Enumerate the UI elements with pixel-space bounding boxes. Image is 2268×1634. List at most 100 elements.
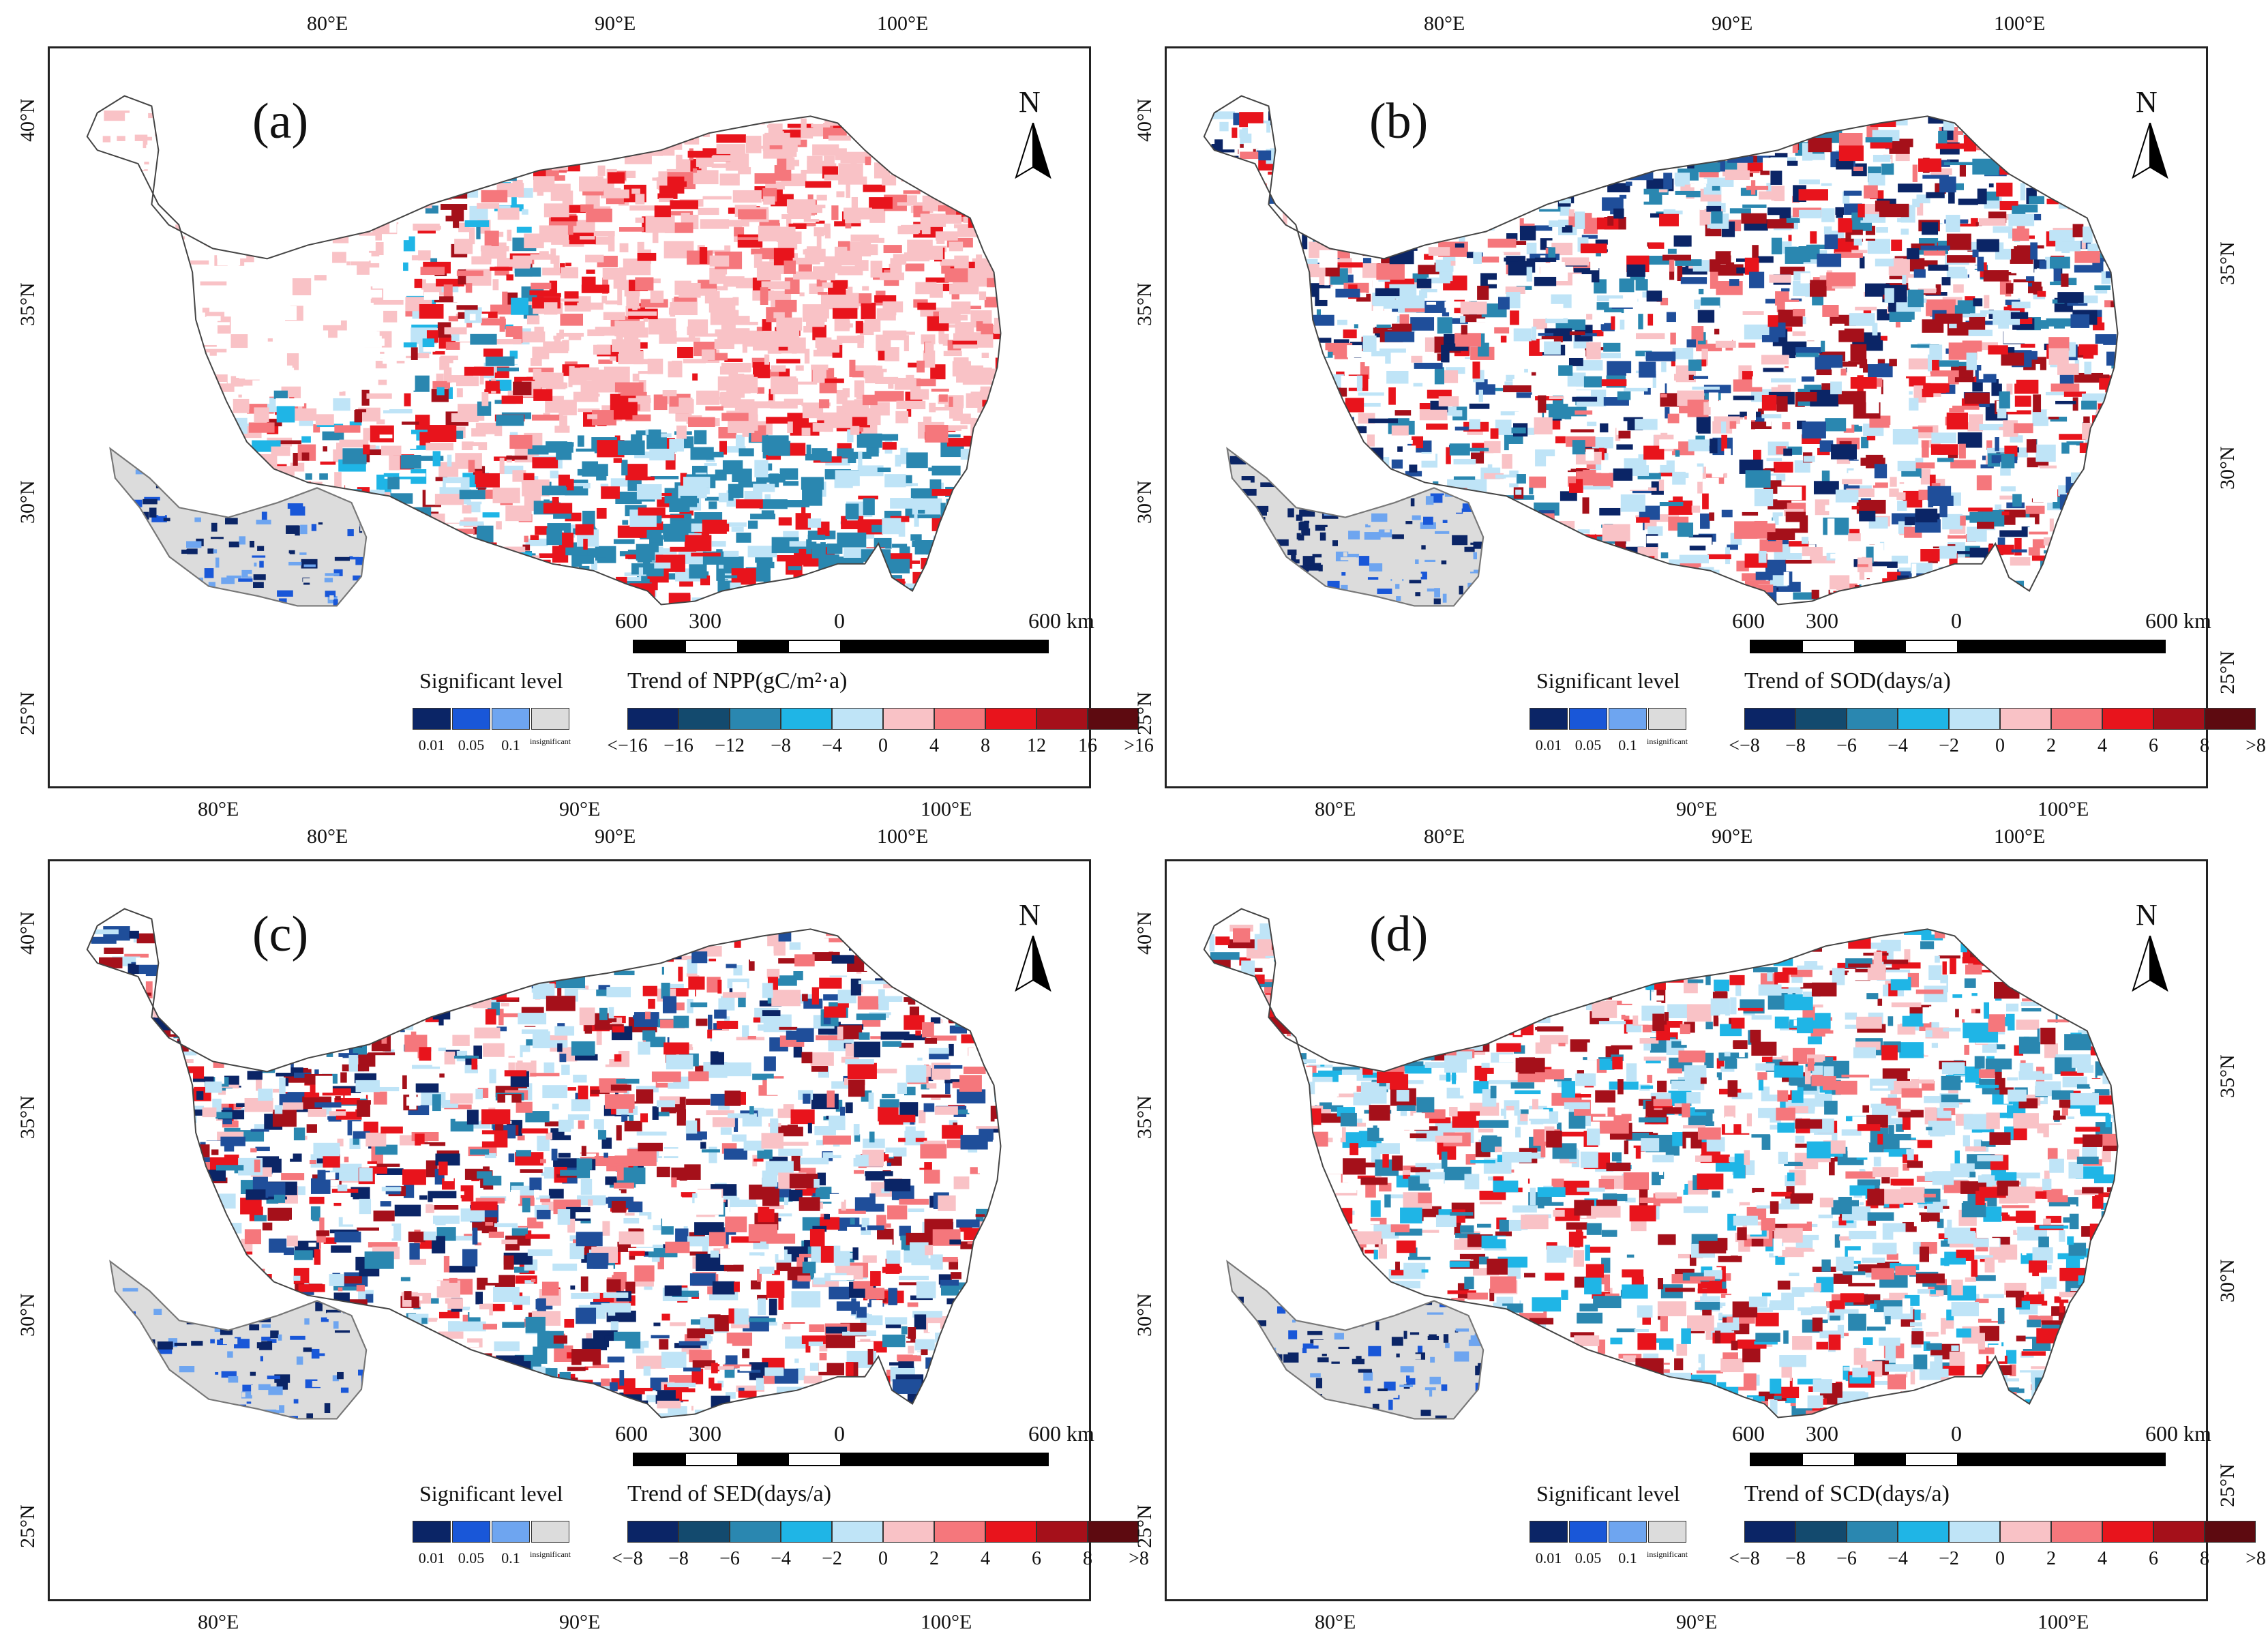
legend-tick: 6 (1032, 1548, 1041, 1569)
north-arrow-icon (2132, 936, 2168, 992)
significance-swatch (1530, 1521, 1568, 1543)
significance-swatch (1569, 1521, 1607, 1543)
top-lon-label: 90°E (1712, 825, 1753, 848)
legend-tick: 4 (981, 1548, 990, 1569)
trend-raster (1204, 95, 2118, 605)
legend-tick: 4 (929, 735, 939, 756)
bottom-lon-label: 100°E (2038, 798, 2089, 820)
top-lon-label: 100°E (1994, 825, 2046, 848)
scale-label-end: 600 km (1028, 608, 1094, 633)
top-lon-label: 100°E (877, 12, 929, 35)
trend-raster (87, 908, 1001, 1418)
legend-tick: >8 (2245, 1548, 2266, 1569)
north-arrow-icon (1015, 936, 1051, 992)
left-lat-label: 35°N (16, 282, 39, 326)
legend-tick: −4 (1887, 735, 1908, 756)
trend-legend (1744, 1521, 2256, 1543)
significance-legend (1530, 1521, 1688, 1543)
north-arrow: N (2126, 85, 2174, 183)
bottom-lon-label: 90°E (559, 798, 601, 820)
trend-legend-title: Trend of NPP(gC/m²·a) (627, 668, 848, 694)
significance-swatch (1609, 708, 1647, 730)
bottom-lon-label: 80°E (1315, 798, 1356, 820)
legend-swatch (730, 708, 781, 730)
top-lon-label: 100°E (1994, 12, 2046, 35)
legend-swatch (781, 1521, 832, 1543)
top-lon-label: 100°E (877, 825, 929, 848)
legend-tick: 6 (2149, 735, 2158, 756)
map-panel (48, 859, 1091, 1601)
legend-tick: >8 (2245, 735, 2266, 756)
top-lon-label: 90°E (595, 825, 636, 848)
legend-tick: −8 (1785, 735, 1806, 756)
map-canvas (86, 908, 1002, 1420)
significance-tick: 0.05 (1575, 1549, 1602, 1566)
legend-tick: −2 (1939, 735, 1959, 756)
legend-swatch (2153, 1521, 2205, 1543)
scale-label-0: 0 (834, 1421, 845, 1446)
north-label: N (1019, 898, 1041, 932)
legend-tick: <−16 (607, 735, 648, 756)
right-lat-label: 25°N (2216, 651, 2239, 694)
legend-swatch (1949, 708, 2000, 730)
legend-swatch (678, 708, 730, 730)
significance-swatch (1648, 708, 1686, 730)
left-lat-label: 40°N (1133, 911, 1156, 955)
bottom-lon-label: 100°E (921, 1611, 972, 1633)
legend-swatch (1847, 1521, 1898, 1543)
left-lat-label: 30°N (1133, 480, 1156, 524)
bottom-lon-label: 90°E (1676, 798, 1718, 820)
significance-tick: insignificant (1647, 737, 1688, 746)
map-panel (1165, 859, 2208, 1601)
map-panel (1165, 46, 2208, 788)
significance-swatch (492, 1521, 530, 1543)
map-canvas (1203, 908, 2119, 1420)
scale-label-end: 600 km (2145, 608, 2211, 633)
legend-swatch (2051, 1521, 2102, 1543)
right-lat-label: 35°N (2216, 241, 2239, 285)
trend-raster (87, 95, 1001, 605)
legend-swatch (627, 1521, 678, 1543)
significance-swatch (452, 1521, 490, 1543)
legend-swatch (2205, 1521, 2256, 1543)
legend-tick: 0 (1995, 735, 2005, 756)
left-lat-label: 25°N (1133, 692, 1156, 735)
significance-legend (413, 1521, 571, 1543)
scale-label-0: 0 (834, 608, 845, 633)
legend-tick: −2 (822, 1548, 842, 1569)
legend-swatch (2102, 1521, 2153, 1543)
significance-swatch (492, 708, 530, 730)
legend-swatch (781, 708, 832, 730)
map-canvas (86, 95, 1002, 607)
left-lat-label: 40°N (16, 98, 39, 142)
left-lat-label: 40°N (1133, 98, 1156, 142)
significance-tick: 0.01 (418, 1549, 445, 1566)
trend-legend-title: Trend of SOD(days/a) (1744, 668, 1951, 694)
top-lon-label: 80°E (307, 12, 348, 35)
legend-tick: 0 (1995, 1548, 2005, 1569)
legend-tick: 2 (929, 1548, 939, 1569)
left-lat-label: 30°N (1133, 1293, 1156, 1337)
scale-label-600: 600 (1732, 1421, 1765, 1446)
significance-tick: 0.1 (501, 1549, 520, 1566)
legend-swatch (832, 708, 883, 730)
legend-tick: >8 (1129, 1548, 1149, 1569)
north-arrow: N (1009, 85, 1057, 183)
legend-swatch (985, 1521, 1036, 1543)
significance-tick: insignificant (530, 737, 571, 746)
north-arrow: N (1009, 898, 1057, 996)
legend-swatch (2000, 1521, 2051, 1543)
north-arrow-icon (1015, 123, 1051, 179)
scale-label-0: 0 (1951, 608, 1962, 633)
scale-label-end: 600 km (2145, 1421, 2211, 1446)
legend-swatch (1088, 1521, 1139, 1543)
significance-swatch (413, 1521, 451, 1543)
legend-swatch (1744, 1521, 1795, 1543)
top-lon-label: 90°E (595, 12, 636, 35)
panel-letter: (b) (1369, 93, 1429, 149)
significance-tick: 0.1 (1618, 737, 1637, 754)
significance-tick: 0.05 (1575, 737, 1602, 754)
north-arrow-icon (2132, 123, 2168, 179)
right-lat-label: 30°N (2216, 446, 2239, 490)
significance-tick: 0.01 (418, 737, 445, 754)
